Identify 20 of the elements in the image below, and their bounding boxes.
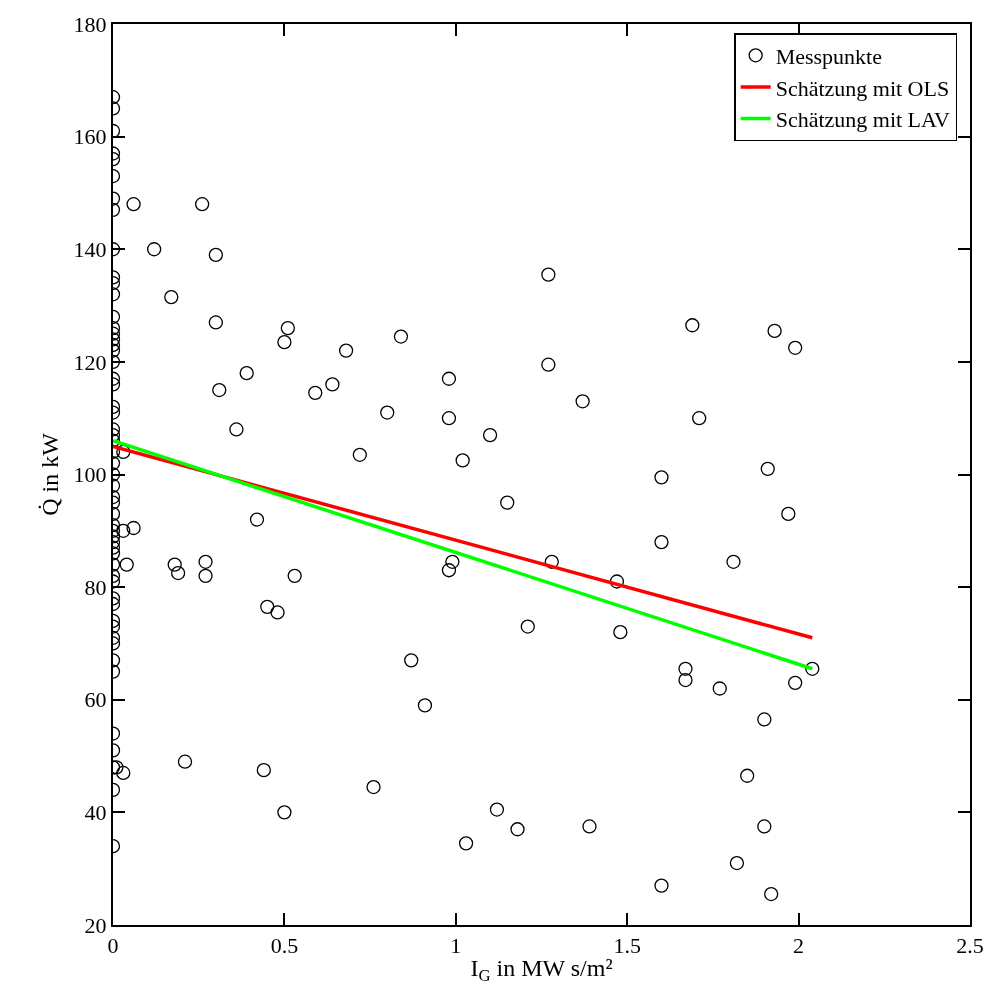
- x-tick-label: 0: [107, 933, 119, 959]
- y-tick-label: 140: [73, 236, 107, 262]
- x-axis-title: I$_{G}$ in MW s/m²: [470, 955, 613, 986]
- y-tick-label: 160: [73, 124, 107, 150]
- x-tick-label: 0.5: [270, 933, 299, 959]
- y-tick-label: 60: [84, 687, 107, 713]
- x-tick-label: 2.5: [956, 933, 984, 959]
- y-tick-label: 120: [73, 349, 107, 375]
- y-tick-label: 180: [73, 11, 107, 37]
- x-tick-label: 2: [793, 933, 805, 959]
- y-tick-label: 80: [84, 574, 107, 600]
- y-axis-title: Q̇ in kW: [37, 432, 64, 516]
- x-tick-label: 1: [450, 933, 462, 959]
- legend-label: Messpunkte: [775, 43, 882, 69]
- x-tick-label: 1.5: [613, 933, 641, 959]
- y-tick-label: 100: [73, 462, 107, 488]
- y-tick-label: 40: [84, 800, 107, 826]
- legend-label: Schätzung mit OLS: [775, 75, 950, 101]
- legend-label: Schätzung mit LAV: [775, 107, 951, 133]
- y-tick-label: 20: [84, 912, 107, 938]
